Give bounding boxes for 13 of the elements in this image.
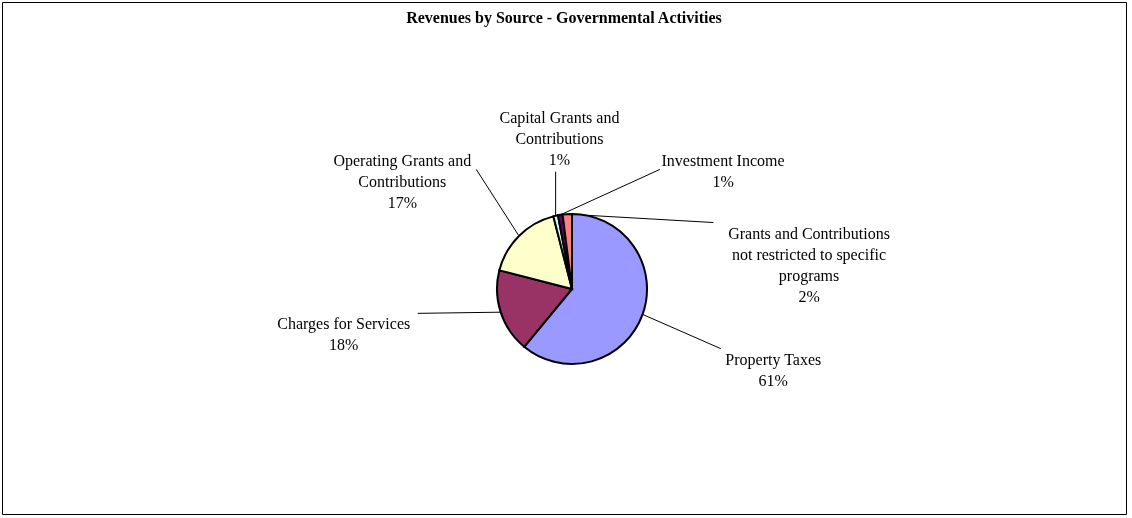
data-label: 18% — [329, 336, 359, 354]
slice-label: Capital Grants and Contributions — [499, 108, 620, 147]
slice-label: Operating Grants and Contributions — [333, 152, 472, 191]
slice-label: Charges for Services — [277, 315, 411, 334]
slice-label: Grants and Contributions not restricted to specific programs — [728, 224, 890, 285]
data-label: 17% — [387, 194, 417, 212]
data-label: 2% — [798, 287, 820, 305]
slice-label: Investment Income — [661, 152, 785, 170]
slice-label: Property Taxes — [725, 350, 822, 369]
data-label: 1% — [712, 173, 734, 191]
data-label: 1% — [548, 150, 571, 168]
chart-title: Revenues by Source - Governmental Activities — [406, 9, 722, 27]
data-label: 61% — [758, 371, 788, 389]
